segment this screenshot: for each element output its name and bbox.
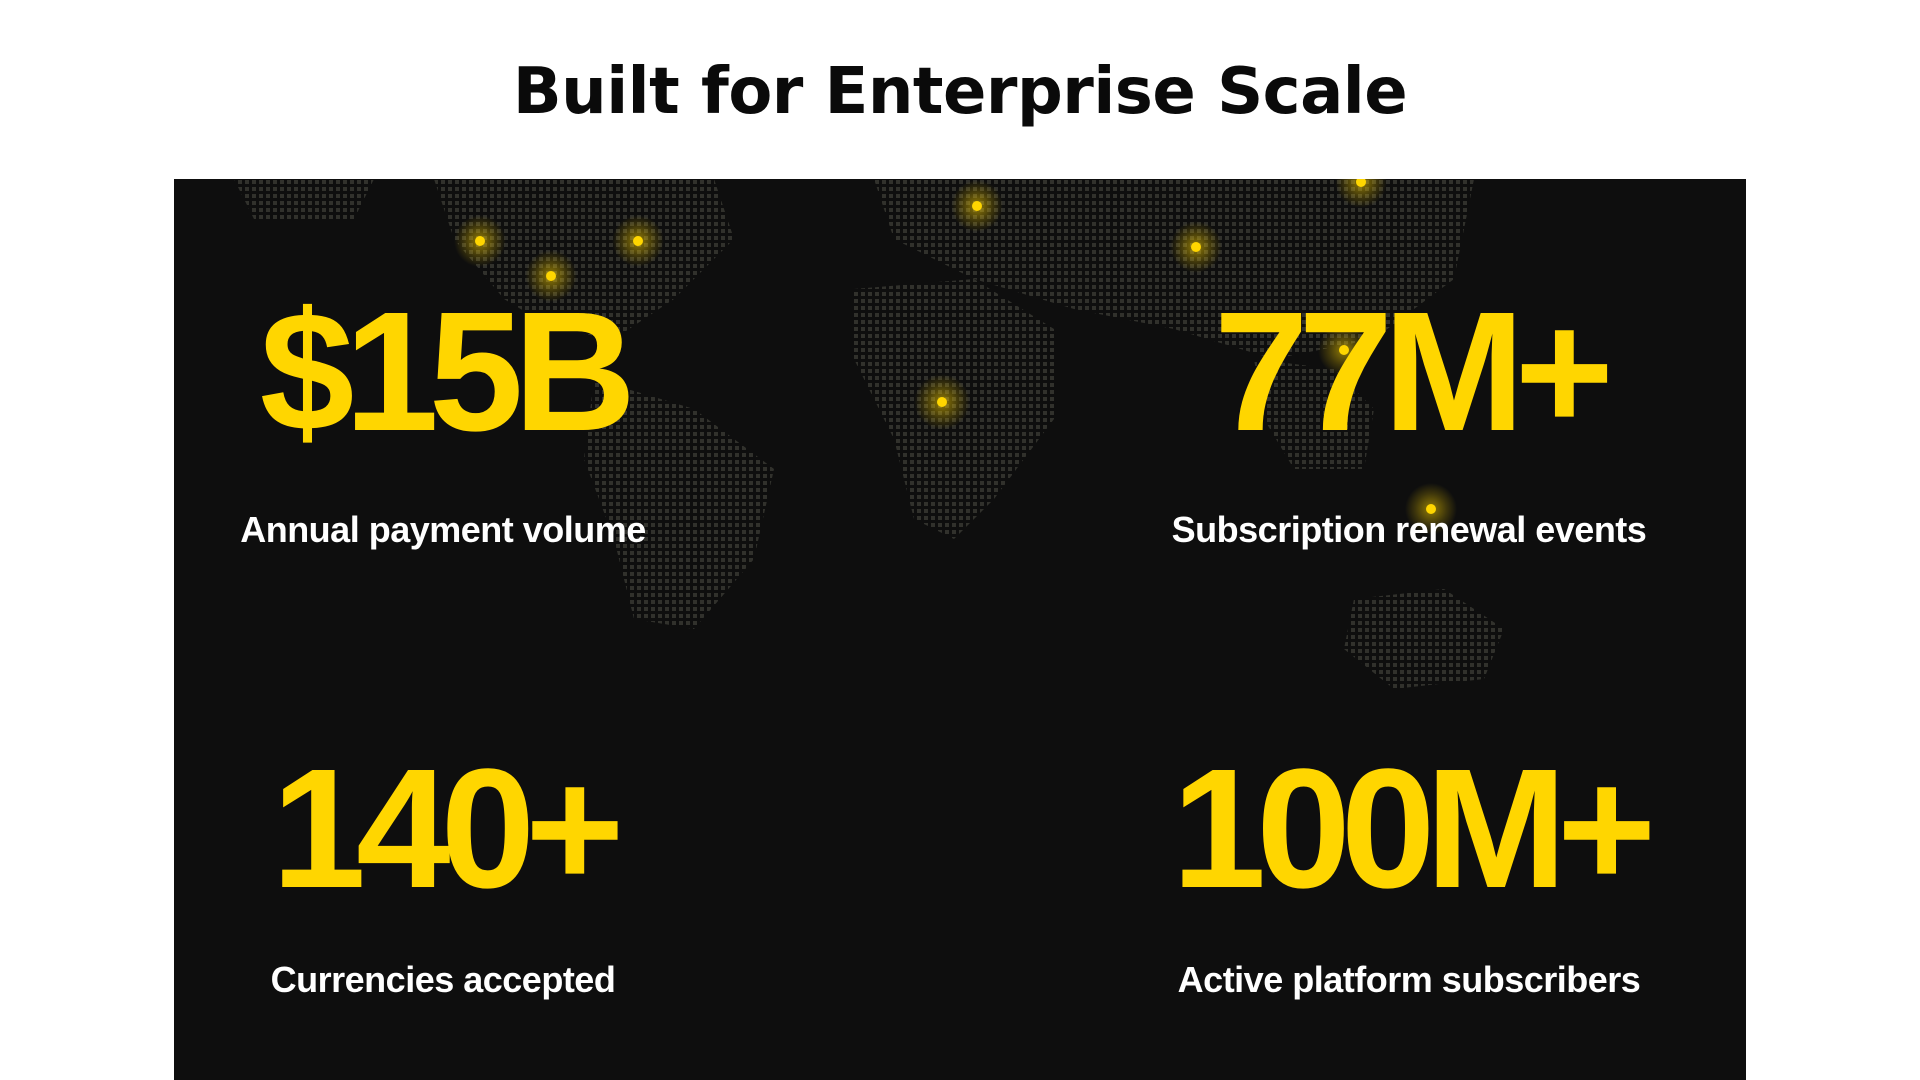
location-markers xyxy=(454,179,1457,535)
stat-value: $15B xyxy=(259,277,636,467)
location-marker-icon xyxy=(612,215,664,267)
continent-dots xyxy=(234,179,1504,689)
stat-label: Currencies accepted xyxy=(270,959,616,1000)
stat-label: Active platform subscribers xyxy=(1177,959,1641,1000)
stat-value: 140+ xyxy=(271,734,625,924)
world-map-background xyxy=(234,179,1504,689)
stats-panel: $15B Annual payment volume 77M+ Subscrip… xyxy=(174,179,1746,1080)
stat-subscription-renewal-events: 77M+ Subscription renewal events xyxy=(1059,179,1746,1080)
stat-label: Annual payment volume xyxy=(240,509,646,550)
stat-annual-payment-volume: $15B Annual payment volume xyxy=(174,179,793,1080)
location-marker-icon xyxy=(951,180,1003,232)
location-marker-icon xyxy=(1335,179,1387,208)
page-title: Built for Enterprise Scale xyxy=(512,55,1408,129)
location-marker-icon xyxy=(1318,324,1370,376)
location-marker-icon xyxy=(914,374,970,430)
location-marker-icon xyxy=(454,215,506,267)
stat-value: 77M+ xyxy=(1214,277,1614,467)
location-marker-icon xyxy=(1170,221,1222,273)
stat-currencies-accepted: 140+ Currencies accepted xyxy=(174,179,793,1080)
stat-value: 100M+ xyxy=(1171,734,1657,924)
stat-label: Subscription renewal events xyxy=(1171,509,1647,550)
location-marker-icon xyxy=(525,250,577,302)
stat-active-platform-subscribers: 100M+ Active platform subscribers xyxy=(1059,179,1746,1080)
location-marker-icon xyxy=(1405,483,1457,535)
